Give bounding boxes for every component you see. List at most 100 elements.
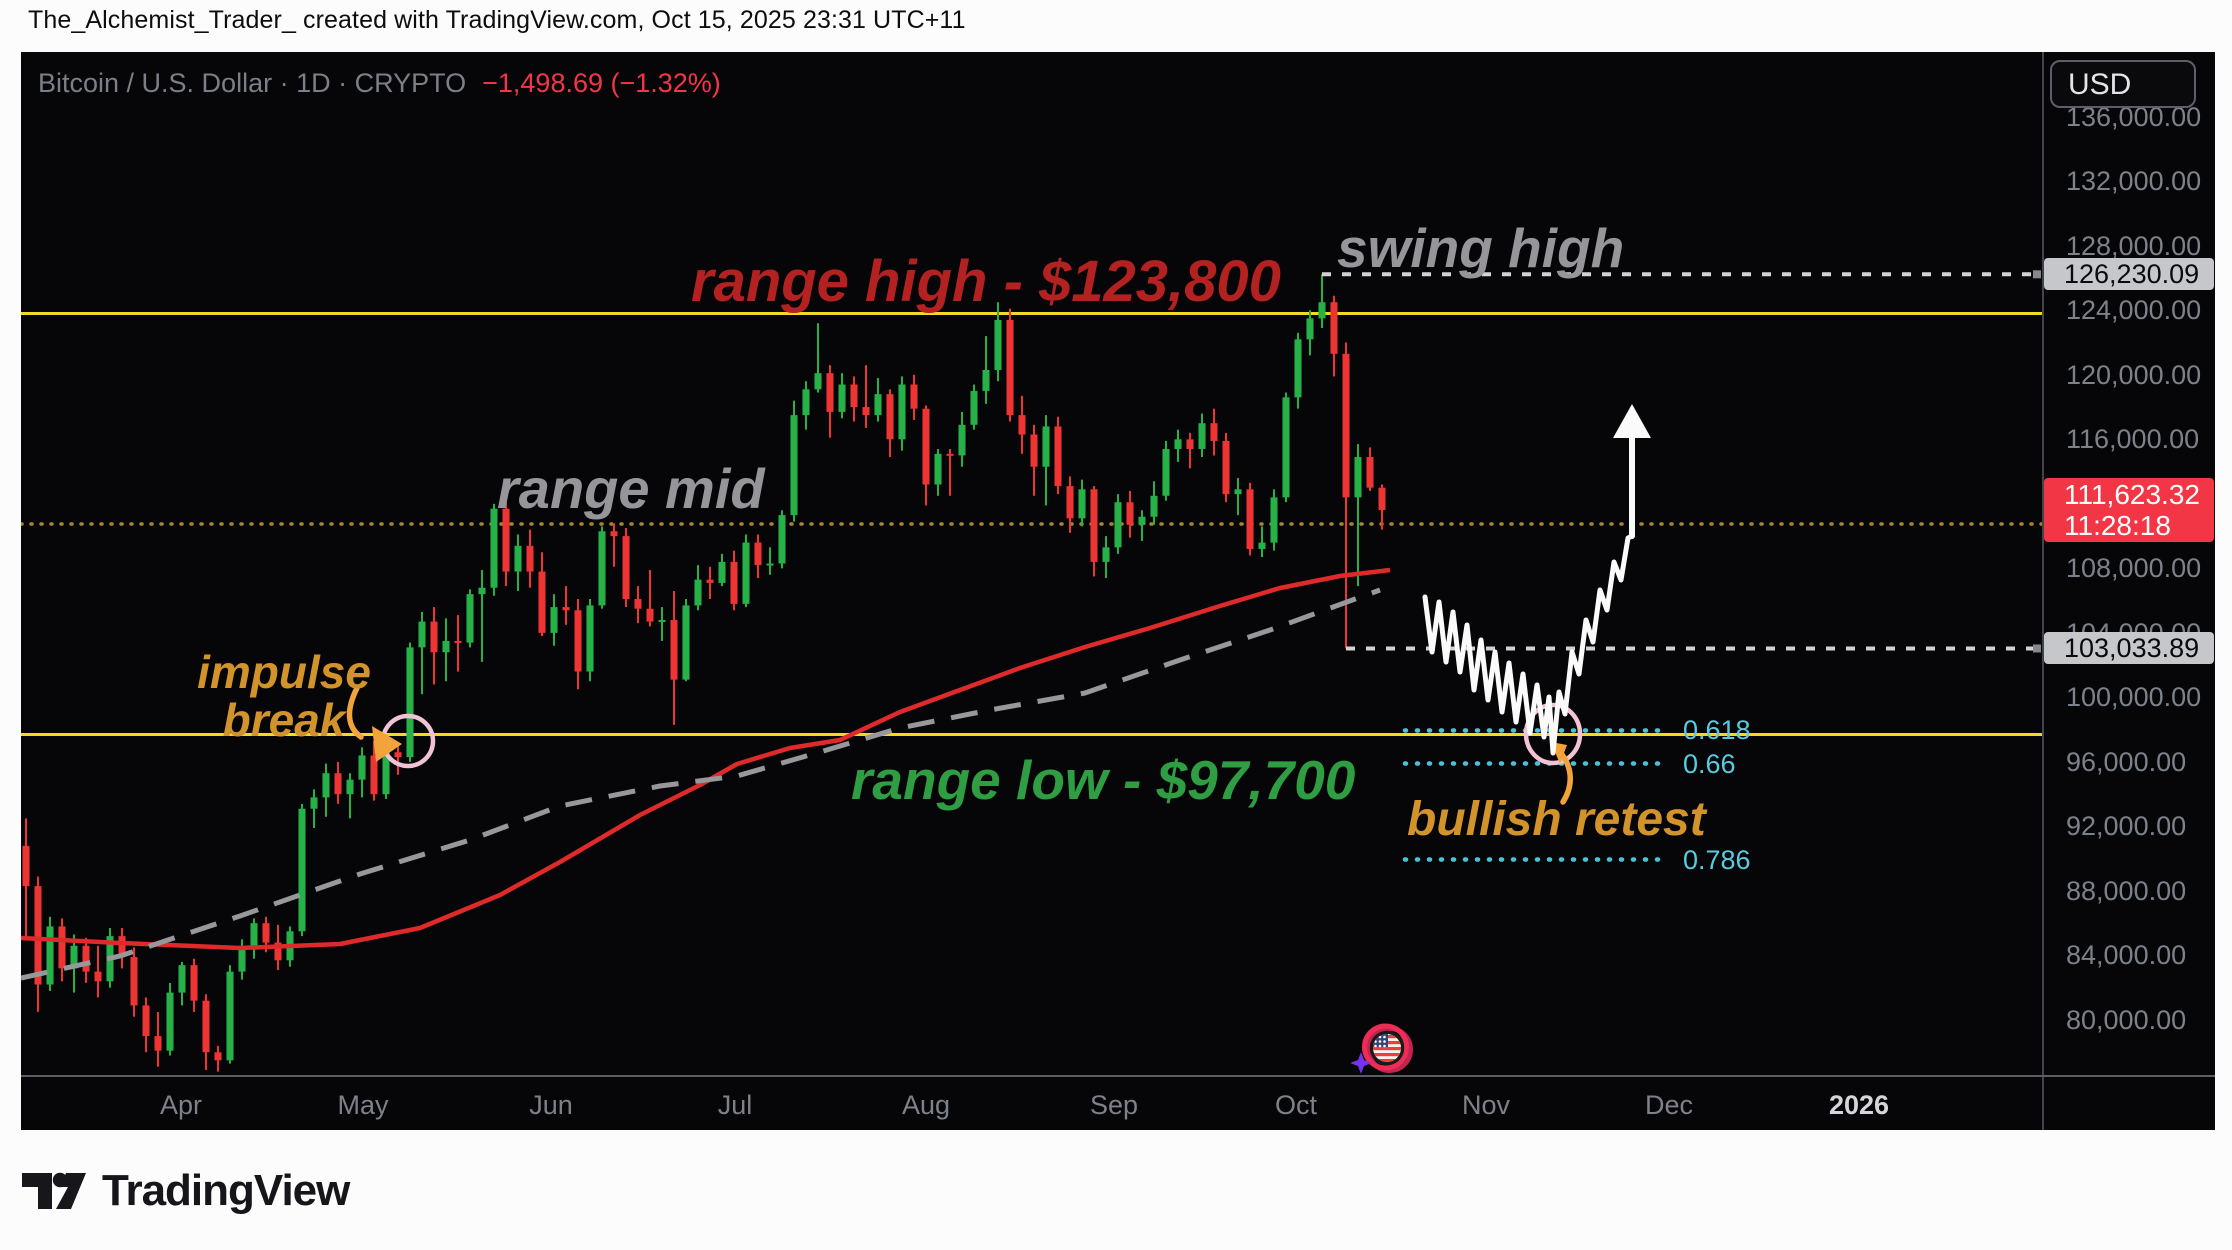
- impulse-break-line2: break: [222, 694, 346, 746]
- impulse-break-arrow: [346, 685, 402, 762]
- candle: [1162, 440, 1170, 501]
- candle: [310, 789, 318, 829]
- scale-nub: [2033, 270, 2041, 279]
- candle: [838, 373, 846, 419]
- candle: [394, 742, 402, 775]
- candle: [358, 747, 366, 798]
- candle: [778, 510, 786, 569]
- tradingview-logo-text: TradingView: [102, 1166, 350, 1215]
- candle: [682, 599, 690, 682]
- time-axis-label: Jul: [717, 1090, 753, 1120]
- candle: [1186, 432, 1194, 469]
- candle: [526, 529, 534, 588]
- candle: [130, 947, 138, 1017]
- price-axis-label: 92,000.00: [2066, 811, 2187, 842]
- candle: [118, 928, 126, 969]
- projection-arrow-head: [1613, 404, 1651, 438]
- candle: [202, 994, 210, 1071]
- candle: [1210, 408, 1218, 456]
- candle: [154, 1011, 162, 1067]
- candle: [322, 763, 330, 817]
- candle: [1342, 342, 1350, 649]
- candle: [994, 302, 1002, 382]
- us-flag-sticker-icon: [1350, 1023, 1413, 1074]
- candle: [586, 599, 594, 682]
- candle: [598, 526, 606, 609]
- scale-nub: [2033, 644, 2041, 653]
- candle: [298, 803, 306, 937]
- candle: [1234, 478, 1242, 516]
- price-axis-label: 124,000.00: [2066, 295, 2202, 326]
- pink-circle-marker: [1523, 702, 1583, 766]
- candle: [1066, 476, 1074, 533]
- candle: [238, 939, 246, 980]
- candle: [538, 552, 546, 637]
- ma-slow-gray-dashed-line: [21, 587, 1381, 981]
- candle: [1126, 490, 1134, 538]
- axis-divider: [2042, 1077, 2044, 1130]
- candle: [946, 448, 954, 496]
- symbol-header: Bitcoin / U.S. Dollar · 1D · CRYPTO −1,49…: [38, 68, 721, 99]
- time-axis-label: Oct: [1274, 1090, 1317, 1120]
- candle: [718, 553, 726, 587]
- candle: [934, 448, 942, 496]
- candle: [1366, 447, 1374, 491]
- ma-fast-red-line: [21, 567, 1391, 951]
- swing-high-price-badge: 126,230.09: [2044, 258, 2214, 291]
- candle: [958, 411, 966, 467]
- candle: [898, 376, 906, 451]
- candle: [910, 374, 918, 420]
- candle: [802, 381, 810, 430]
- fib-level-066-label: 0.66: [1683, 748, 1736, 779]
- candle: [178, 961, 186, 1006]
- candle: [1018, 395, 1026, 454]
- candle: [406, 642, 414, 762]
- time-axis-label: Dec: [1644, 1090, 1693, 1120]
- candle: [1150, 481, 1158, 525]
- tradingview-logo-icon: [22, 1172, 86, 1209]
- candle: [58, 918, 66, 982]
- candle: [70, 934, 78, 993]
- candle: [1138, 510, 1146, 541]
- candle: [250, 918, 258, 959]
- price-axis-label: 100,000.00: [2066, 682, 2202, 713]
- swing-low-price-badge: 103,033.89: [2044, 632, 2214, 665]
- range-mid-label: range mid: [497, 457, 765, 520]
- candle: [970, 384, 978, 430]
- candle: [478, 569, 486, 662]
- currency-button[interactable]: USD: [2050, 60, 2196, 108]
- time-scale[interactable]: Apr May Jun Jul Aug Sep Oct Nov Dec 2026: [21, 1075, 2215, 1130]
- price-axis-label: 120,000.00: [2066, 359, 2202, 390]
- candle: [790, 400, 798, 522]
- candle: [766, 547, 774, 575]
- candle: [1294, 332, 1302, 409]
- price-axis-label: 88,000.00: [2066, 875, 2187, 906]
- candle: [214, 1045, 222, 1072]
- candle: [862, 365, 870, 429]
- candle: [1378, 484, 1386, 530]
- candle: [1258, 526, 1266, 558]
- price-scale[interactable]: 136,000.00 132,000.00 128,000.00 124,000.00…: [2042, 52, 2215, 1075]
- chart-plot-area[interactable]: [21, 52, 2215, 1130]
- candle: [22, 818, 30, 940]
- price-axis-label: 116,000.00: [2066, 424, 2200, 455]
- candle: [814, 323, 822, 393]
- candle: [1042, 415, 1050, 506]
- sparkle-icon: [1350, 1052, 1372, 1074]
- candle: [1102, 536, 1110, 579]
- time-axis-label: Nov: [1461, 1090, 1510, 1120]
- candle: [334, 761, 342, 804]
- candle: [1030, 424, 1038, 496]
- impulse-break-line1: impulse: [197, 646, 371, 698]
- candle: [430, 607, 438, 685]
- swing-high-label: swing high: [1337, 217, 1625, 279]
- candle: [454, 615, 462, 672]
- candle: [1354, 444, 1362, 587]
- candle: [658, 607, 666, 641]
- candle: [34, 876, 42, 1012]
- candle: [1222, 432, 1230, 503]
- time-axis-label: Apr: [159, 1090, 203, 1120]
- chart-panel: Bitcoin / U.S. Dollar · 1D · CRYPTO −1,49…: [21, 52, 2215, 1130]
- symbol-title: Bitcoin / U.S. Dollar · 1D · CRYPTO: [38, 68, 467, 98]
- candle: [1090, 486, 1098, 577]
